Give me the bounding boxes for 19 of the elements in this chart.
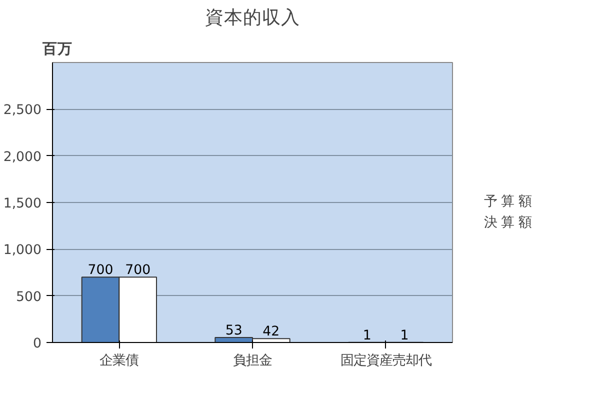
x-tick-label: 固定資産売却代 <box>340 352 432 368</box>
data-label: 700 <box>88 263 114 278</box>
x-tick-label: 企業債 <box>100 354 139 368</box>
data-label: 53 <box>225 324 242 339</box>
y-tick-label: 2,500 <box>3 103 42 118</box>
y-tick-label: 500 <box>16 290 42 305</box>
data-label: 42 <box>262 324 280 340</box>
data-label: 700 <box>125 263 151 278</box>
data-label: 1 <box>400 328 409 344</box>
text: 決 算 額 <box>484 214 532 231</box>
chart-title: 資本的収入 <box>205 8 300 28</box>
text: 予 算 額 <box>484 193 532 210</box>
y-tick-label: 0 <box>33 336 42 352</box>
data-label: 1 <box>362 328 372 344</box>
x-tick-label: 負担金 <box>233 354 272 368</box>
y-axis-title: 百万 <box>42 40 72 58</box>
y-tick-label: 1,500 <box>3 196 42 212</box>
y-tick-label: 1,000 <box>3 243 42 258</box>
y-tick-label: 2,000 <box>3 150 42 165</box>
